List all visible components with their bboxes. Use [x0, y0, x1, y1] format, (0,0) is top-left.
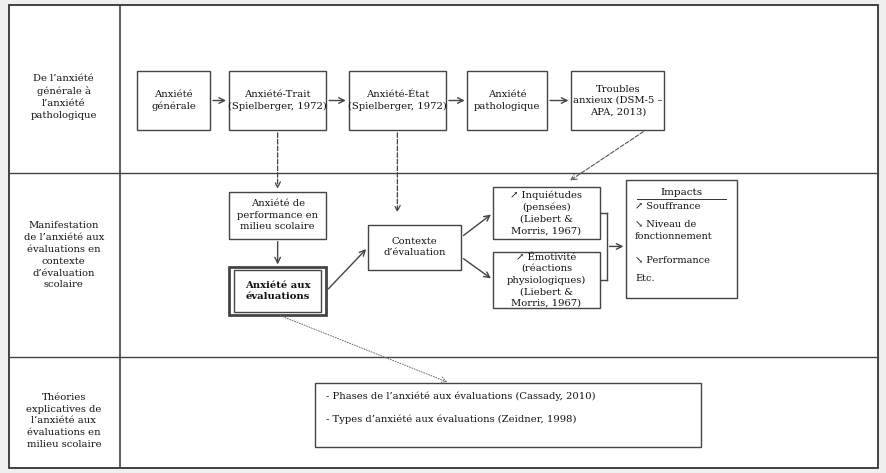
FancyBboxPatch shape — [229, 267, 326, 315]
FancyBboxPatch shape — [229, 192, 326, 239]
Text: ↘ Niveau de
fonctionnement: ↘ Niveau de fonctionnement — [634, 220, 712, 240]
Text: Anxiété aux
évaluations: Anxiété aux évaluations — [245, 280, 310, 301]
Text: ↗ Souffrance: ↗ Souffrance — [634, 202, 700, 211]
FancyBboxPatch shape — [467, 71, 547, 130]
Text: Théories
explicatives de
l’anxiété aux
évaluations en
milieu scolaire: Théories explicatives de l’anxiété aux é… — [27, 393, 101, 449]
Text: Anxiété-État
(Spielberger, 1972): Anxiété-État (Spielberger, 1972) — [347, 90, 447, 111]
Text: - Phases de l’anxiété aux évaluations (Cassady, 2010): - Phases de l’anxiété aux évaluations (C… — [325, 392, 595, 401]
Text: Manifestation
de l’anxiété aux
évaluations en
contexte
d’évaluation
scolaire: Manifestation de l’anxiété aux évaluatio… — [24, 221, 104, 289]
FancyBboxPatch shape — [348, 71, 446, 130]
Text: ↗ Inquiétudes
(pensées)
(Liebert &
Morris, 1967): ↗ Inquiétudes (pensées) (Liebert & Morri… — [509, 191, 582, 235]
Text: Impacts: Impacts — [660, 188, 702, 197]
Text: ↗ Émotivité
(réactions
physiologiques)
(Liebert &
Morris, 1967): ↗ Émotivité (réactions physiologiques) (… — [506, 253, 586, 307]
Text: - Types d’anxiété aux évaluations (Zeidner, 1998): - Types d’anxiété aux évaluations (Zeidn… — [325, 414, 575, 424]
Text: Anxiété de
performance en
milieu scolaire: Anxiété de performance en milieu scolair… — [237, 199, 318, 231]
Text: Anxiété-Trait
(Spielberger, 1972): Anxiété-Trait (Spielberger, 1972) — [228, 90, 327, 111]
Text: Anxiété
générale: Anxiété générale — [152, 90, 196, 111]
FancyBboxPatch shape — [493, 252, 599, 308]
Text: Etc.: Etc. — [634, 274, 654, 283]
FancyBboxPatch shape — [9, 5, 877, 468]
Text: ↘ Performance: ↘ Performance — [634, 256, 709, 265]
FancyBboxPatch shape — [137, 71, 210, 130]
FancyBboxPatch shape — [229, 71, 326, 130]
FancyBboxPatch shape — [368, 225, 461, 270]
Text: Contexte
d’évaluation: Contexte d’évaluation — [383, 237, 446, 257]
FancyBboxPatch shape — [234, 270, 321, 312]
Text: De l’anxiété
générale à
l’anxiété
pathologique: De l’anxiété générale à l’anxiété pathol… — [31, 74, 97, 120]
FancyBboxPatch shape — [571, 71, 664, 130]
FancyBboxPatch shape — [315, 383, 700, 447]
FancyBboxPatch shape — [626, 180, 736, 298]
FancyBboxPatch shape — [493, 187, 599, 239]
Text: Anxiété
pathologique: Anxiété pathologique — [474, 90, 540, 111]
Text: Troubles
anxieux (DSM-5 –
APA, 2013): Troubles anxieux (DSM-5 – APA, 2013) — [572, 85, 662, 116]
